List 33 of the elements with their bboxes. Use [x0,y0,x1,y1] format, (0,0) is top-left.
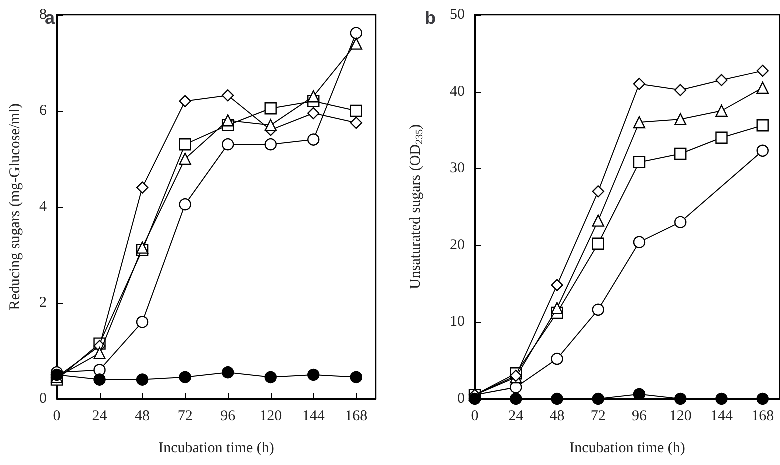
x-tick-label: 120 [669,408,692,424]
y-tick-label: 10 [450,314,465,330]
y-axis-title: Reducing sugars (mg-Glucose/ml) [8,104,24,310]
x-tick-label: 72 [178,408,193,424]
y-tick-label: 0 [40,391,47,407]
x-axis-title: Incubation time (h) [570,440,686,456]
chart-title: b [425,8,436,28]
x-tick-label: 24 [92,408,108,424]
x-tick-label: 48 [135,408,150,424]
y-tick-label: 4 [40,199,48,215]
y-tick-label: 6 [40,103,48,119]
y-tick-label: 30 [450,160,465,177]
y-tick-label: 20 [450,237,465,254]
y-tick-label: 0 [458,391,465,407]
x-tick-label: 0 [471,408,479,424]
x-tick-label: 0 [53,408,61,424]
y-axis-title: Unsaturated sugars (OD235) [408,124,426,290]
y-tick-label: 8 [40,7,47,23]
y-tick-label: 50 [450,7,465,23]
x-tick-label: 120 [260,408,282,424]
x-tick-label: 96 [632,408,648,424]
x-tick-label: 144 [710,408,734,424]
x-tick-label: 96 [220,408,236,424]
y-tick-label: 2 [40,295,47,311]
x-tick-label: 72 [590,408,606,424]
x-tick-label: 24 [508,408,524,424]
x-tick-label: 168 [345,408,368,424]
x-tick-label: 144 [302,408,326,424]
y-tick-label: 40 [450,84,465,100]
chart-title: a [45,8,56,28]
x-axis-title: Incubation time (h) [158,440,274,456]
x-tick-label: 168 [752,408,774,424]
x-tick-label: 48 [550,408,565,424]
